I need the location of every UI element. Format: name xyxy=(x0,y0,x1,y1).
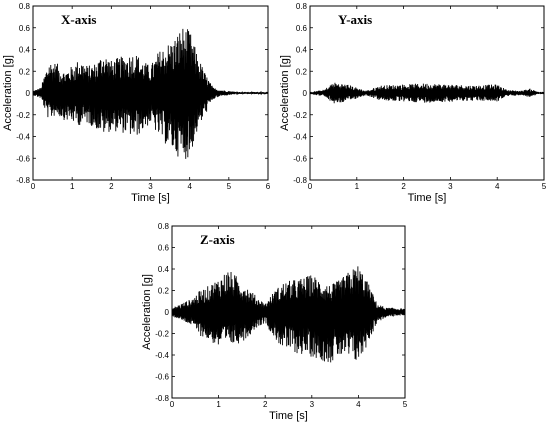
y-axis-label: Acceleration [g] xyxy=(141,274,153,350)
y-tick-label: -0.4 xyxy=(155,351,169,360)
x-tick-label: 4 xyxy=(187,182,192,191)
x-tick-label: 6 xyxy=(266,182,271,191)
x-tick-label: 1 xyxy=(216,400,221,409)
y-tick-label: -0.6 xyxy=(16,154,30,163)
x-tick-label: 5 xyxy=(403,400,408,409)
y-tick-label: -0.8 xyxy=(155,394,169,403)
y-tick-label: 0.8 xyxy=(296,2,308,11)
y-tick-label: -0.4 xyxy=(16,133,30,142)
y-tick-label: 0.8 xyxy=(19,2,31,11)
y-tick-label: 0.2 xyxy=(158,287,170,296)
y-tick-label: -0.8 xyxy=(16,176,30,185)
x-tick-label: 2 xyxy=(263,400,268,409)
y-tick-label: 0.4 xyxy=(158,265,170,274)
y-tick-label: 0.4 xyxy=(296,46,308,55)
signal-trace-y-axis xyxy=(309,82,545,104)
x-tick-label: 1 xyxy=(355,182,360,191)
x-tick-label: 1 xyxy=(70,182,75,191)
x-tick-label: 0 xyxy=(31,182,36,191)
x-tick-label: 5 xyxy=(542,182,547,191)
y-tick-label: 0.6 xyxy=(19,24,31,33)
y-axis-label: Acceleration [g] xyxy=(279,55,291,131)
y-tick-label: -0.6 xyxy=(155,373,169,382)
x-tick-label: 2 xyxy=(401,182,406,191)
chart-panel-y-axis: 0 1 2 3 4 5 0.8 0.6 0.4 0.2 0 -0.2 -0.4 -0.6 -0.8 Time … xyxy=(279,2,547,204)
x-tick-label: 3 xyxy=(310,400,315,409)
y-tick-label: 0.8 xyxy=(158,222,170,231)
y-tick-label: 0.4 xyxy=(19,46,31,55)
x-tick-label: 2 xyxy=(109,182,114,191)
y-tick-label: 0 xyxy=(26,89,31,98)
y-tick-label: -0.8 xyxy=(293,176,307,185)
y-tick-label: -0.4 xyxy=(293,133,307,142)
x-tick-label: 3 xyxy=(148,182,153,191)
x-tick-label: 0 xyxy=(308,182,313,191)
x-tick-label: 4 xyxy=(356,400,361,409)
panel-title-x-axis: X-axis xyxy=(61,12,96,27)
chart-panel-z-axis: 0 1 2 3 4 5 0.8 0.6 0.4 0.2 0 -0.2 -0.4 -0.6 -0.8 Time … xyxy=(141,222,408,422)
x-axis-label: Time [s] xyxy=(131,192,170,204)
panel-title-z-axis: Z-axis xyxy=(200,232,235,247)
y-tick-label: -0.2 xyxy=(155,330,169,339)
y-tick-label: 0 xyxy=(165,308,170,317)
x-tick-label: 5 xyxy=(227,182,232,191)
y-tick-label: 0.6 xyxy=(296,24,308,33)
y-tick-label: 0.6 xyxy=(158,244,170,253)
y-tick-label: -0.2 xyxy=(16,111,30,120)
y-tick-label: -0.2 xyxy=(293,111,307,120)
y-tick-label: 0.2 xyxy=(19,67,31,76)
signal-trace-z-axis xyxy=(171,266,406,363)
chart-panel-x-axis: 0 1 2 3 4 5 6 0.8 0.6 0.4 0.2 0 -0.2 -0.4 -0.6 -0.8 Time… xyxy=(2,2,271,204)
x-tick-label: 3 xyxy=(448,182,453,191)
y-tick-label: -0.6 xyxy=(293,154,307,163)
y-tick-label: 0 xyxy=(303,89,308,98)
y-axis-label: Acceleration [g] xyxy=(2,55,14,131)
x-axis-label: Time [s] xyxy=(269,410,308,422)
x-tick-label: 4 xyxy=(495,182,500,191)
panel-title-y-axis: Y-axis xyxy=(338,12,372,27)
y-tick-label: 0.2 xyxy=(296,67,308,76)
x-axis-label: Time [s] xyxy=(408,192,447,204)
signal-trace-x-axis xyxy=(32,28,269,159)
x-tick-label: 0 xyxy=(170,400,175,409)
